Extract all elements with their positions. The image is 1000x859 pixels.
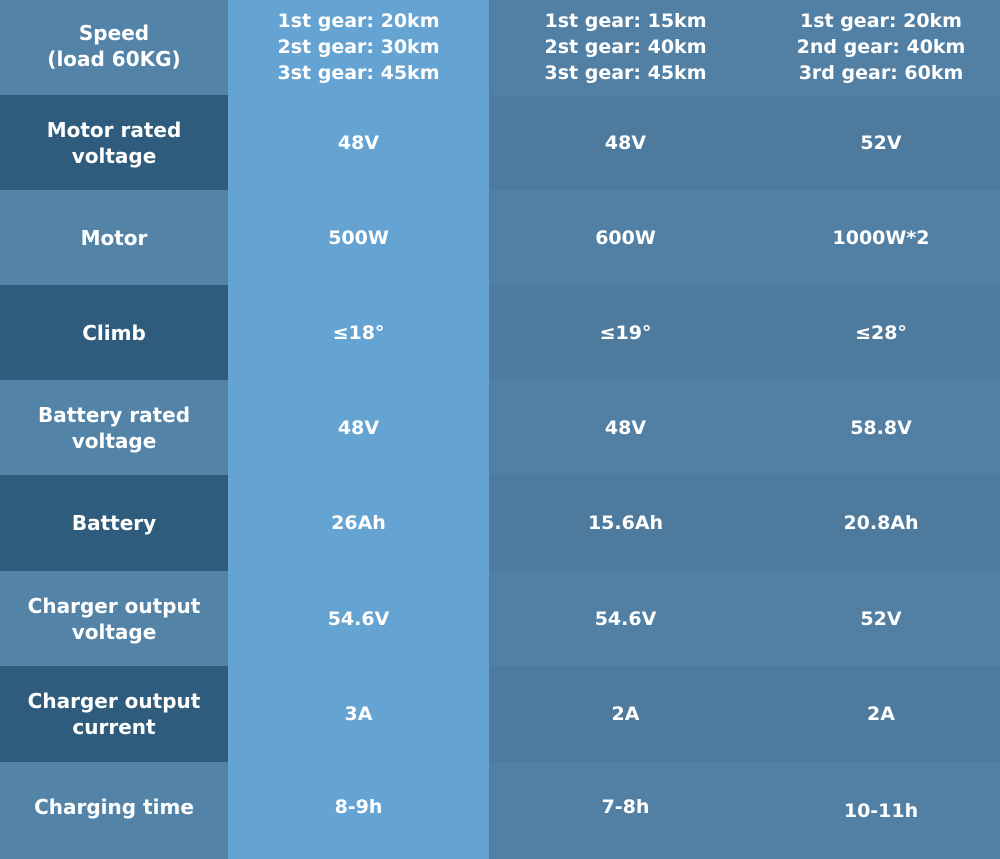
table-cell: 2A (489, 666, 762, 762)
row-label: Battery (0, 475, 228, 571)
table-row-motor: Motor 500W 600W 1000W*2 (0, 190, 1000, 285)
table-cell: 10-11h (762, 762, 1000, 859)
table-cell: 1st gear: 15km 2st gear: 40km 3st gear: … (489, 0, 762, 95)
table-cell: 52V (762, 95, 1000, 190)
table-cell: ≤19° (489, 285, 762, 380)
table-row-battery-rated-voltage: Battery rated voltage 48V 48V 58.8V (0, 380, 1000, 475)
table-cell: 48V (489, 95, 762, 190)
row-label: Motor rated voltage (0, 95, 228, 190)
table-cell: 1st gear: 20km 2st gear: 30km 3st gear: … (228, 0, 489, 95)
table-cell: 8-9h (228, 762, 489, 859)
table-cell: 2A (762, 666, 1000, 762)
table-cell: 26Ah (228, 475, 489, 571)
table-row-climb: Climb ≤18° ≤19° ≤28° (0, 285, 1000, 380)
table-cell: 3A (228, 666, 489, 762)
table-row-battery: Battery 26Ah 15.6Ah 20.8Ah (0, 475, 1000, 571)
table-cell: 52V (762, 571, 1000, 666)
table-cell: 500W (228, 190, 489, 285)
row-label: Charger output current (0, 666, 228, 762)
table-cell: ≤18° (228, 285, 489, 380)
table-cell: 58.8V (762, 380, 1000, 475)
table-cell: 48V (228, 95, 489, 190)
table-cell: 7-8h (489, 762, 762, 859)
row-label: Charger output voltage (0, 571, 228, 666)
table-cell: 15.6Ah (489, 475, 762, 571)
table-cell: 1000W*2 (762, 190, 1000, 285)
row-label: Charging time (0, 762, 228, 859)
table-cell: 54.6V (228, 571, 489, 666)
table-cell: ≤28° (762, 285, 1000, 380)
table-cell: 1st gear: 20km 2nd gear: 40km 3rd gear: … (762, 0, 1000, 95)
row-label: Climb (0, 285, 228, 380)
table-cell: 48V (228, 380, 489, 475)
table-row-charger-output-current: Charger output current 3A 2A 2A (0, 666, 1000, 762)
table-cell: 48V (489, 380, 762, 475)
table-cell: 54.6V (489, 571, 762, 666)
table-row-motor-rated-voltage: Motor rated voltage 48V 48V 52V (0, 95, 1000, 190)
row-label: Motor (0, 190, 228, 285)
table-cell: 600W (489, 190, 762, 285)
row-label: Speed (load 60KG) (0, 0, 228, 95)
table-row-charger-output-voltage: Charger output voltage 54.6V 54.6V 52V (0, 571, 1000, 666)
row-label: Battery rated voltage (0, 380, 228, 475)
table-row-speed: Speed (load 60KG) 1st gear: 20km 2st gea… (0, 0, 1000, 95)
table-cell: 20.8Ah (762, 475, 1000, 571)
table-row-charging-time: Charging time 8-9h 7-8h 10-11h (0, 762, 1000, 859)
